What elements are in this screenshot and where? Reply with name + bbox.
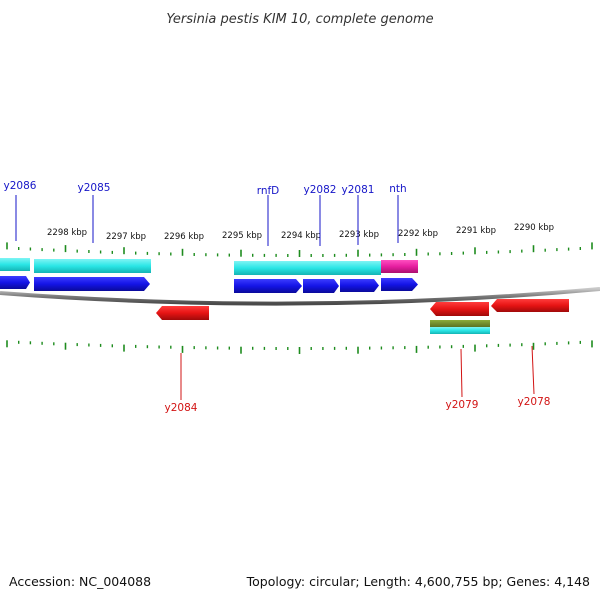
scale-ticks-bottom <box>6 340 593 354</box>
cds-arrow[interactable] <box>381 278 418 291</box>
cds-arrow-reverse[interactable] <box>430 302 489 316</box>
accession-text: Accession: NC_004088 <box>9 574 151 589</box>
top-leader-lines <box>15 195 399 246</box>
reverse-cds-track <box>156 299 569 334</box>
gene-bar[interactable] <box>234 261 302 275</box>
gene-label-y2086[interactable]: y2086 <box>4 180 37 192</box>
scale-label: 2297 kbp <box>106 232 146 242</box>
scale-labels: 2298 kbp 2297 kbp 2296 kbp 2295 kbp 2294… <box>47 223 554 242</box>
map-title: Yersinia pestis KIM 10, complete genome <box>166 12 433 27</box>
cds-arrow[interactable] <box>234 279 302 293</box>
gene-bar[interactable] <box>0 258 30 271</box>
gene-label-y2081[interactable]: y2081 <box>342 184 375 196</box>
scale-label: 2295 kbp <box>222 231 262 241</box>
cds-arrow[interactable] <box>34 277 150 291</box>
gene-bar[interactable] <box>34 259 151 273</box>
scale-label: 2292 kbp <box>398 229 438 239</box>
cds-arrow-reverse[interactable] <box>491 299 569 312</box>
cds-arrow-reverse[interactable] <box>156 306 209 320</box>
repeat-region-bar[interactable] <box>381 260 418 273</box>
gene-label-y2082[interactable]: y2082 <box>304 184 337 196</box>
forward-cds-track <box>0 276 418 293</box>
gene-label-y2085[interactable]: y2085 <box>78 182 111 194</box>
gene-label-y2078[interactable]: y2078 <box>518 396 551 408</box>
gene-label-y2084[interactable]: y2084 <box>165 402 198 414</box>
misc-feature-bar[interactable] <box>430 320 490 327</box>
scale-label: 2290 kbp <box>514 223 554 233</box>
cds-arrow[interactable] <box>0 276 30 289</box>
topology-summary-text: Topology: circular; Length: 4,600,755 bp… <box>246 574 590 589</box>
scale-label: 2294 kbp <box>281 231 321 241</box>
scale-label: 2298 kbp <box>47 228 87 238</box>
gene-label-y2079[interactable]: y2079 <box>446 399 479 411</box>
cds-arrow[interactable] <box>340 279 379 292</box>
scale-ticks-top <box>6 242 593 257</box>
gene-label-rnfD[interactable]: rnfD <box>257 185 280 197</box>
gene-bar[interactable] <box>302 261 381 275</box>
forward-gene-track <box>0 258 418 275</box>
scale-label: 2296 kbp <box>164 232 204 242</box>
bottom-leader-lines <box>180 345 535 400</box>
gene-bar-reverse[interactable] <box>430 327 490 334</box>
scale-label: 2293 kbp <box>339 230 379 240</box>
gene-label-nth[interactable]: nth <box>389 183 406 195</box>
genome-backbone <box>0 287 600 306</box>
cds-arrow[interactable] <box>303 279 339 293</box>
scale-label: 2291 kbp <box>456 226 496 236</box>
